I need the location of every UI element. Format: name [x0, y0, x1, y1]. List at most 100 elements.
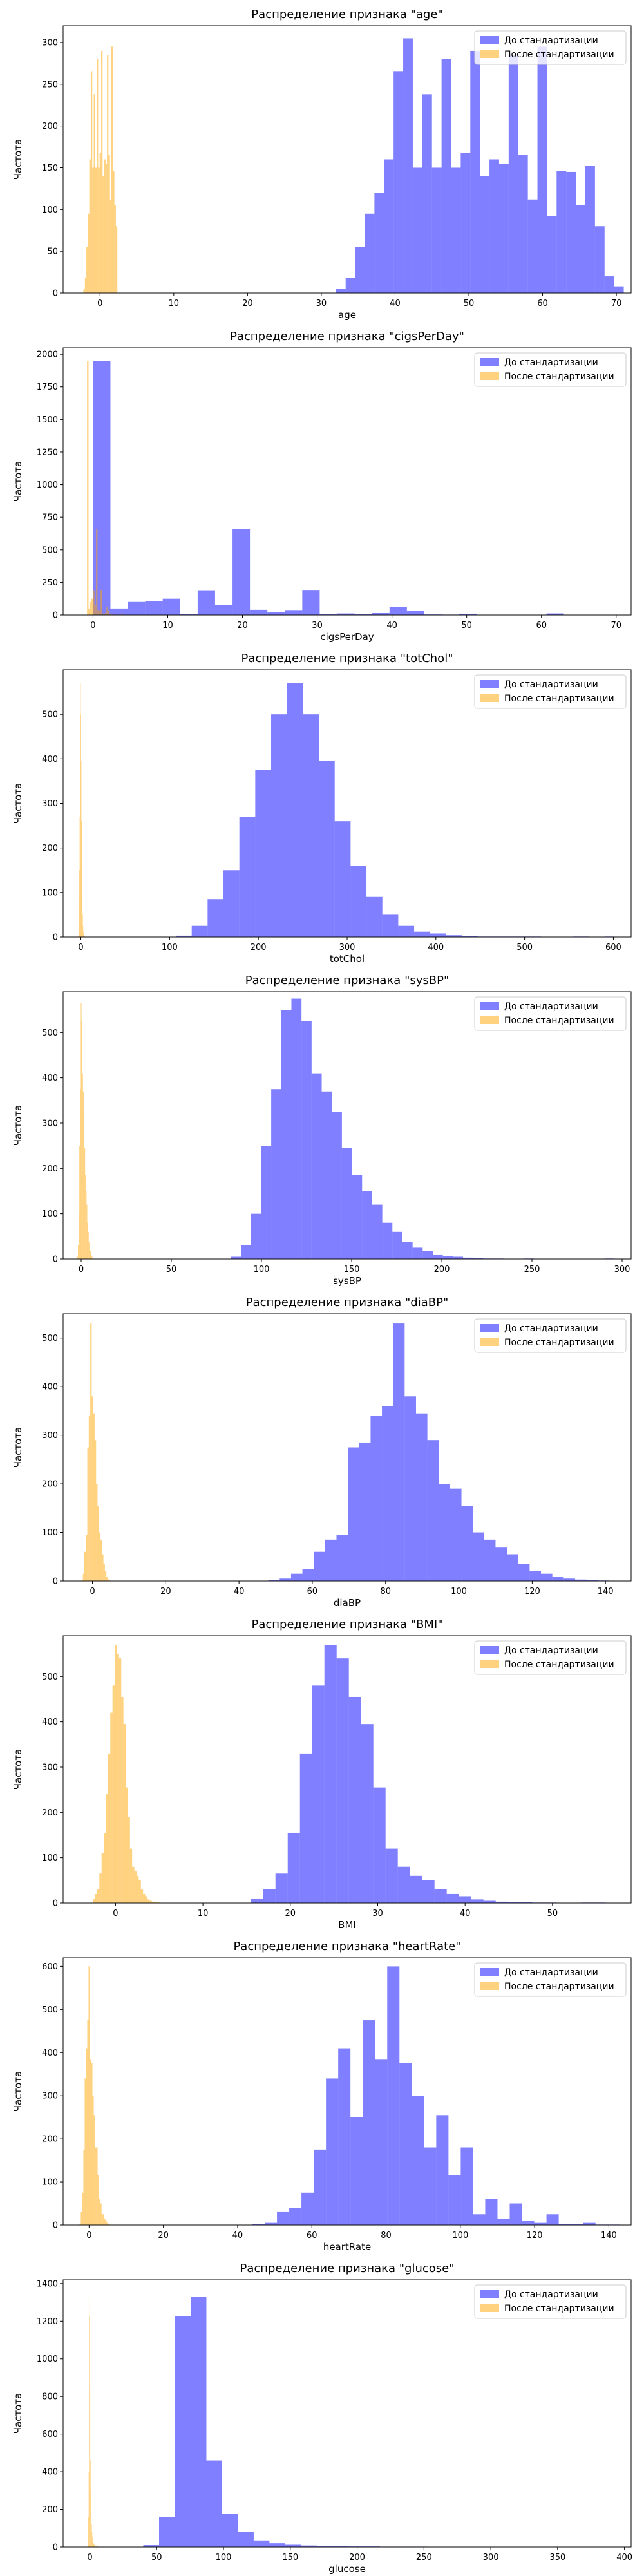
histogram-bar [436, 2115, 448, 2225]
histogram-bar [314, 1552, 325, 1581]
y-tick-label: 600 [42, 1962, 58, 1972]
histogram-bar [312, 1685, 325, 1903]
histogram-bar [92, 2532, 93, 2547]
y-axis-label: Частота [12, 2071, 24, 2112]
x-tick-label: 30 [316, 299, 327, 308]
x-tick-label: 60 [307, 1587, 318, 1596]
x-tick-label: 120 [527, 2231, 543, 2240]
histogram-bar [319, 761, 335, 937]
histogram-bar [113, 171, 114, 293]
series-before [176, 683, 613, 937]
histogram-bar [103, 2214, 104, 2225]
histogram-bar [279, 1578, 291, 1581]
histogram-bar [509, 55, 518, 293]
histogram-bar [366, 897, 383, 937]
y-tick-label: 600 [42, 2430, 58, 2439]
histogram-bar [605, 276, 614, 293]
histogram-bar [402, 1242, 413, 1259]
series-before [144, 2297, 617, 2547]
histogram-bar [413, 1247, 423, 1259]
histogram-bar [93, 1899, 95, 1903]
histogram-bar [90, 160, 91, 294]
histogram-bar [277, 2212, 289, 2225]
y-tick-label: 100 [42, 1528, 58, 1538]
x-tick-label: 20 [158, 2231, 169, 2240]
histogram-bar [432, 167, 442, 293]
histogram-bar [518, 1564, 530, 1581]
histogram-bar [291, 999, 301, 1259]
histogram-bar [90, 1323, 91, 1581]
histogram-bar [88, 1966, 90, 2225]
x-tick-label: 0 [79, 1265, 84, 1274]
histogram-bar [374, 1788, 386, 1903]
histogram-bar [443, 1256, 453, 1259]
histogram-bar [428, 1440, 439, 1581]
x-axis-label: cigsPerDay [320, 631, 374, 643]
legend-swatch-before [480, 1646, 499, 1654]
x-tick-label: 0 [78, 943, 83, 952]
histogram-bar [97, 2148, 98, 2225]
histogram-bar [312, 1074, 322, 1259]
histogram-bar [509, 2204, 522, 2225]
histogram-bar [522, 2221, 535, 2225]
legend-label-before: До стандартизации [504, 1001, 598, 1012]
histogram-bar [95, 2148, 97, 2225]
chart-title: Распределение признака "cigsPerDay" [230, 330, 464, 343]
x-tick-label: 20 [237, 621, 248, 630]
histogram-bar [99, 1533, 100, 1581]
chart-panel-5: 0 20 40 60 80 100 120 1400100200300400500Распре… [12, 1296, 631, 1609]
histogram-bar [342, 1148, 352, 1259]
histogram-bar [254, 2541, 269, 2547]
histogram-bar [91, 599, 93, 615]
histogram-bar [412, 2096, 424, 2225]
histogram-bar [407, 611, 424, 615]
histogram-bar [271, 714, 287, 937]
x-tick-label: 140 [601, 2231, 617, 2240]
histogram-bar [222, 2514, 238, 2547]
y-tick-label: 0 [53, 2221, 58, 2231]
series-before [251, 1645, 606, 1903]
histogram-bar [538, 46, 547, 293]
histogram-bar [96, 529, 97, 615]
histogram-bar [473, 1533, 484, 1581]
histogram-bar [121, 1697, 123, 1903]
x-tick-label: 150 [344, 1265, 360, 1274]
y-axis-label: Частота [12, 139, 24, 180]
histogram-bar [447, 1894, 459, 1903]
histogram-bar [485, 2199, 497, 2225]
histogram-bar [95, 605, 96, 615]
histogram-bar [398, 926, 414, 937]
histogram-bar [83, 1574, 84, 1581]
legend-label-before: До стандартизации [504, 1967, 598, 1978]
histogram-bar [102, 2214, 103, 2225]
x-tick-label: 60 [307, 2231, 317, 2240]
x-tick-label: 50 [166, 1265, 177, 1274]
histogram-bar [322, 1092, 332, 1259]
x-tick-label: 140 [598, 1587, 614, 1596]
histogram-bar [95, 167, 97, 293]
histogram-bar [350, 2117, 363, 2225]
legend-swatch-before [480, 1324, 499, 1332]
x-tick-label: 20 [242, 299, 253, 308]
histogram-bar [302, 590, 319, 615]
histogram-bar [102, 176, 104, 293]
histogram-bar [137, 1876, 138, 1903]
histogram-bar [87, 361, 88, 615]
chart-panel-4: 0 50 100 150 200 250 3000100200300400500Распре… [12, 974, 631, 1287]
histogram-bar [93, 361, 110, 615]
histogram-bar [107, 55, 108, 293]
histogram-bar [251, 1214, 261, 1259]
histogram-bar [424, 2148, 436, 2225]
histogram-bar [110, 1713, 112, 1903]
histogram-bar [547, 2214, 559, 2225]
histogram-bar [386, 1849, 398, 1903]
histogram-bar [471, 1899, 484, 1903]
histogram-bar [576, 205, 585, 293]
histogram-bar [422, 1880, 435, 1903]
histogram-bar [141, 1889, 143, 1903]
y-tick-label: 100 [42, 205, 58, 215]
axes-frame [63, 2280, 631, 2547]
histogram-bar [81, 821, 82, 937]
histogram-bar [585, 166, 595, 293]
chart-title: Распределение признака "heartRate" [233, 1940, 460, 1953]
